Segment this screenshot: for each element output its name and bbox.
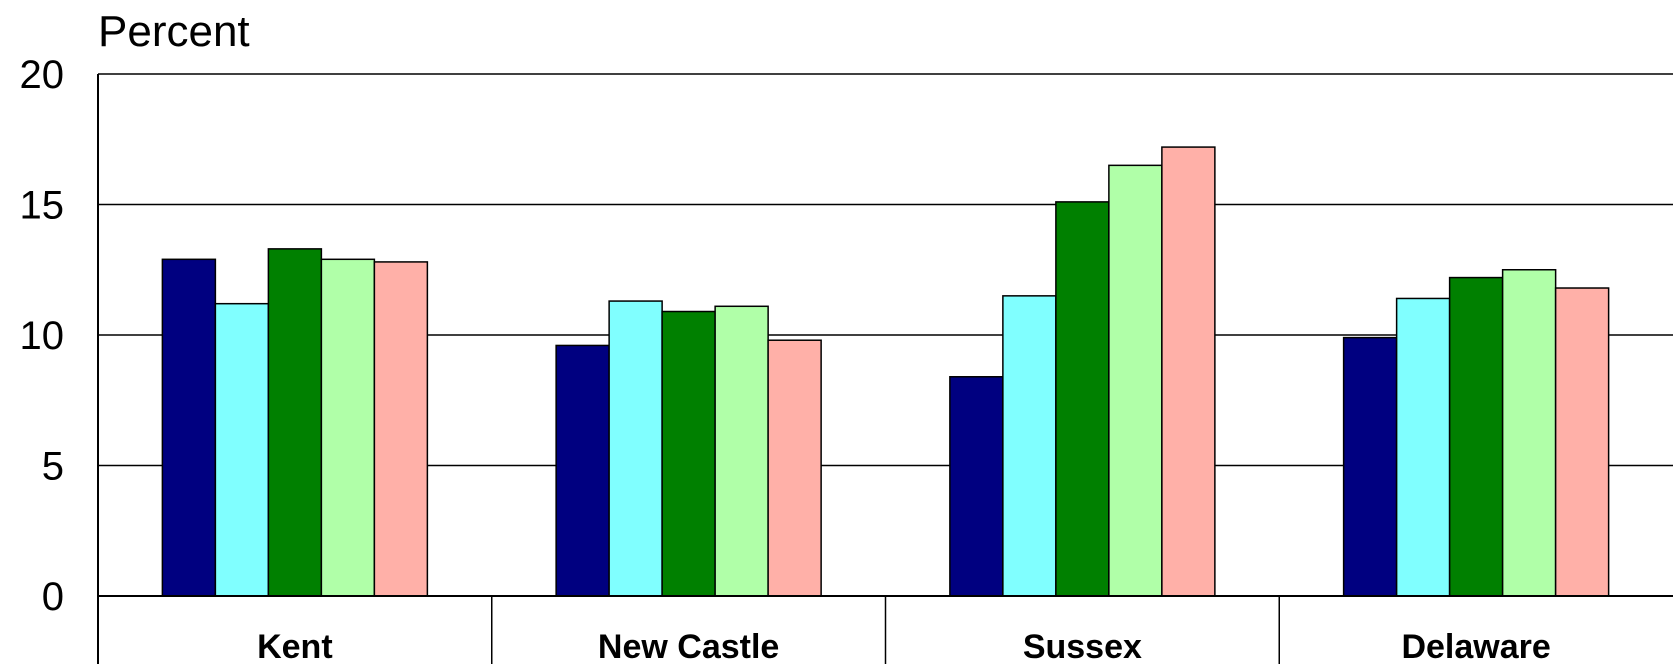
y-tick-label: 20 bbox=[20, 53, 65, 97]
bar-delaware-series-3 bbox=[1448, 276, 1504, 597]
bar-kent-series-4 bbox=[320, 258, 376, 597]
bar-sussex-series-4 bbox=[1108, 164, 1163, 597]
bar-new-castle-series-4 bbox=[714, 305, 769, 597]
y-tick-label: 5 bbox=[42, 445, 64, 489]
x-tick-labels: Kent New Castle Sussex Delaware bbox=[257, 628, 1551, 666]
bar-sussex-series-2 bbox=[1002, 295, 1057, 597]
y-tick-label: 15 bbox=[20, 184, 65, 228]
bar-kent-series-2 bbox=[214, 302, 270, 597]
y-axis-label: Percent bbox=[98, 7, 250, 56]
x-tick-label: Kent bbox=[257, 628, 333, 664]
y-tick-label: 10 bbox=[20, 314, 65, 358]
y-tick-label: 0 bbox=[42, 575, 64, 619]
bar-new-castle-series-2 bbox=[608, 300, 663, 597]
bar-delaware-series-2 bbox=[1395, 297, 1451, 597]
bar-kent-series-1 bbox=[161, 258, 217, 597]
bar-delaware-series-5 bbox=[1554, 287, 1610, 597]
bar-new-castle-series-5 bbox=[767, 339, 822, 597]
bar-kent-series-5 bbox=[373, 261, 429, 597]
y-tick-labels: 0 5 10 15 20 bbox=[20, 53, 65, 619]
axes bbox=[97, 74, 1673, 664]
bar-delaware-series-1 bbox=[1342, 336, 1398, 597]
bar-new-castle-series-1 bbox=[555, 344, 610, 597]
bar-sussex-series-1 bbox=[949, 376, 1004, 597]
bar-kent-series-3 bbox=[267, 248, 323, 597]
x-tick-label: New Castle bbox=[598, 628, 779, 664]
bar-new-castle-series-3 bbox=[661, 310, 716, 597]
bar-delaware-series-4 bbox=[1501, 269, 1557, 597]
bar-sussex-series-3 bbox=[1055, 201, 1110, 597]
x-tick-label: Sussex bbox=[1023, 628, 1142, 664]
bars bbox=[161, 146, 1610, 597]
x-tick-label: Delaware bbox=[1401, 628, 1550, 664]
bar-sussex-series-5 bbox=[1161, 146, 1216, 597]
